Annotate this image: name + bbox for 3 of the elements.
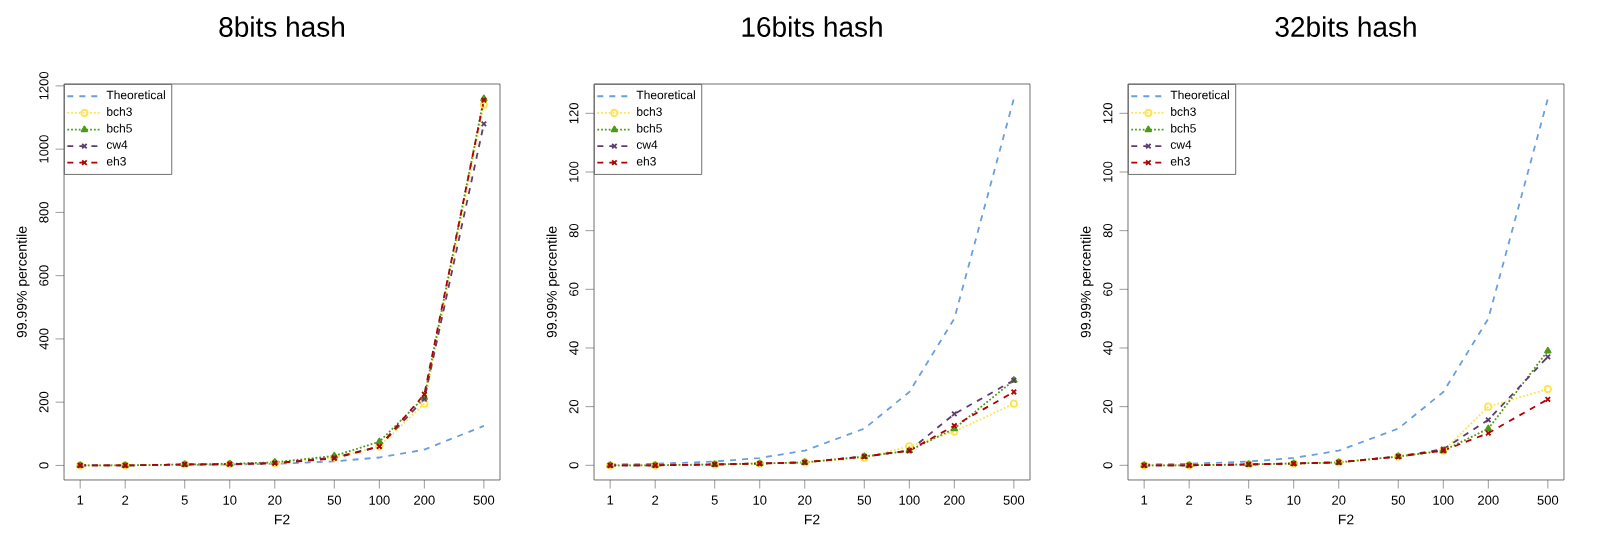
chart-title: 32bits hash: [1275, 16, 1416, 37]
chart-title: 16bits hash: [742, 16, 882, 37]
chart-title: 8bits hash: [219, 16, 344, 37]
